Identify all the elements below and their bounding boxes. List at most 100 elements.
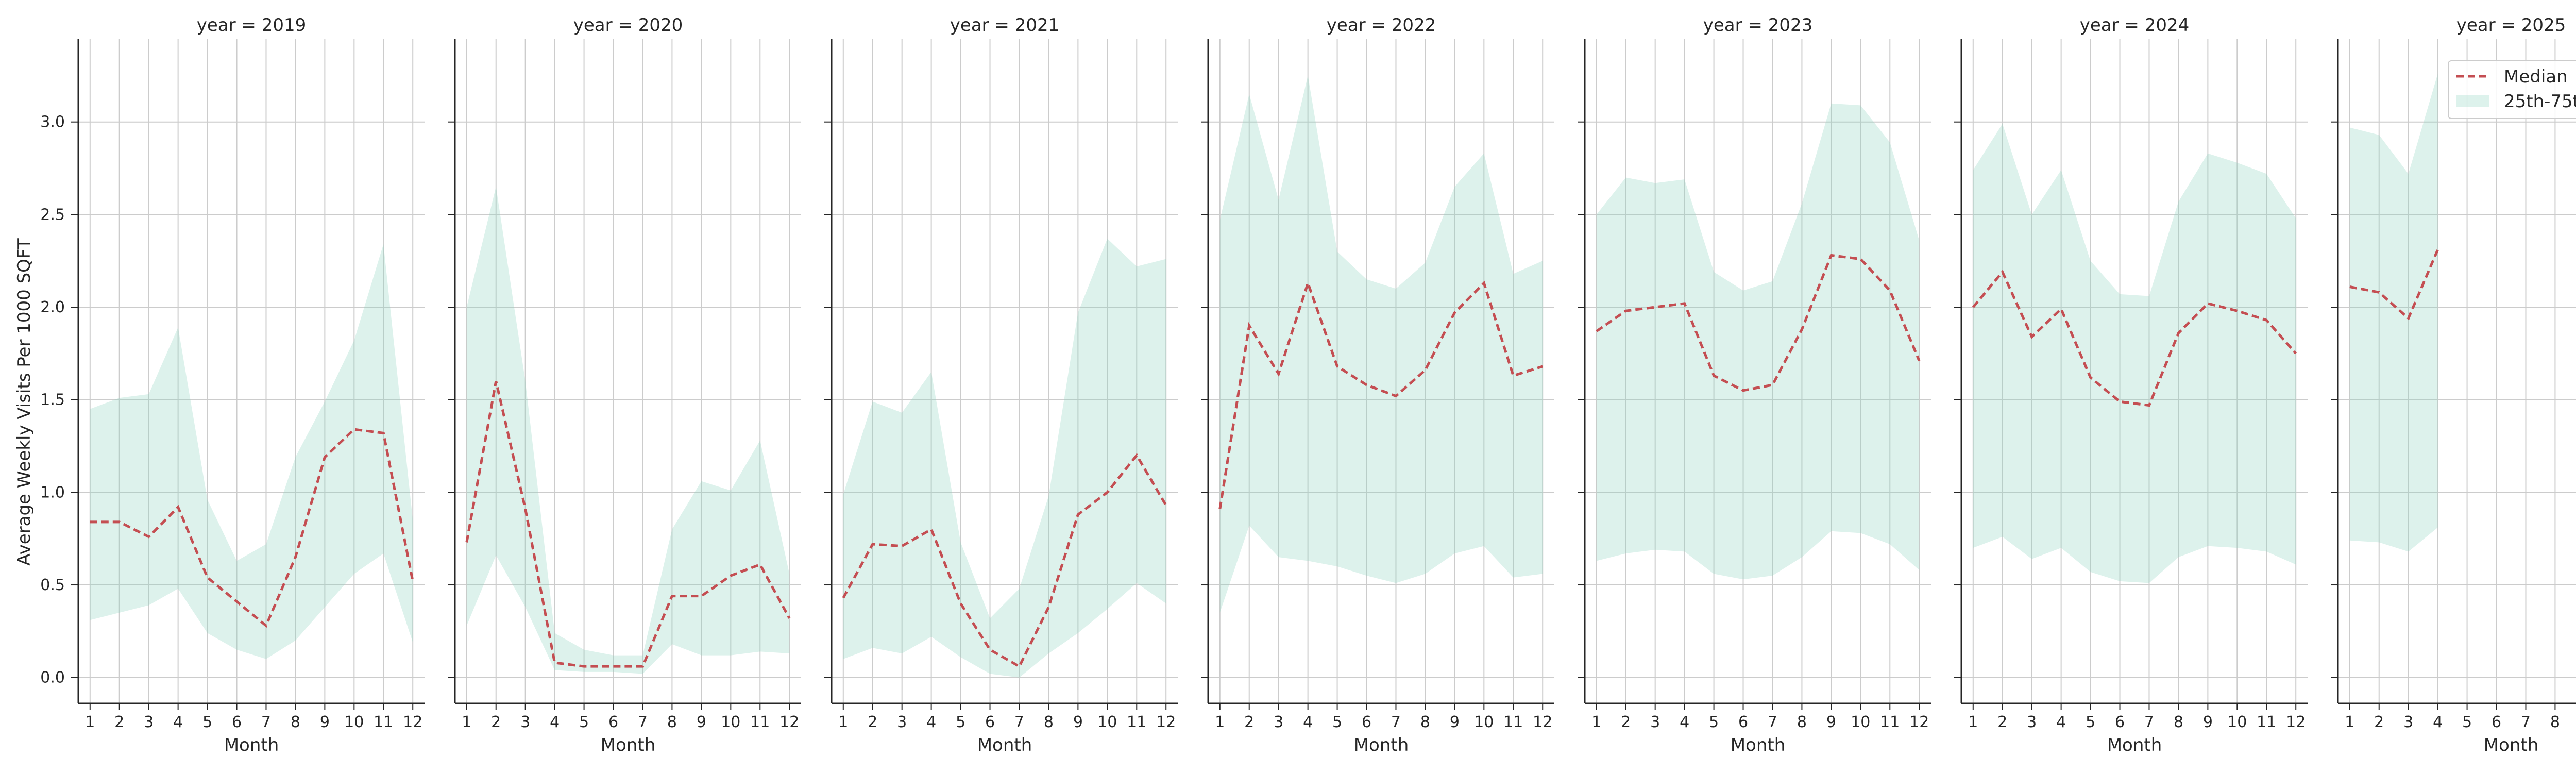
x-tick-label: 8 (291, 713, 300, 731)
x-tick-label: 3 (520, 713, 530, 731)
y-tick-label: 1.0 (40, 483, 65, 501)
x-axis-label: Month (224, 735, 279, 755)
x-tick-label: 10 (344, 713, 364, 731)
median-line (1596, 254, 1921, 392)
x-tick-label: 2 (491, 713, 501, 731)
x-tick-label: 4 (2433, 713, 2443, 731)
x-tick-label: 10 (1474, 713, 1494, 731)
median-line (842, 453, 1167, 668)
x-tick-label: 11 (2257, 713, 2276, 731)
x-tick-label: 8 (1797, 713, 1807, 731)
x-tick-label: 1 (1215, 713, 1225, 731)
x-tick-label: 5 (2086, 713, 2095, 731)
percentile-band (1596, 103, 1920, 580)
x-tick-label: 4 (1680, 713, 1689, 731)
median-line (465, 381, 791, 668)
x-tick-label: 1 (1968, 713, 1978, 731)
y-tick-label: 3.0 (40, 113, 65, 131)
x-tick-label: 9 (1450, 713, 1460, 731)
x-tick-label: 9 (320, 713, 330, 731)
x-tick-label: 2 (1997, 713, 2007, 731)
percentile-band (2349, 74, 2438, 552)
legend: Median 25th-75th Percentile (2448, 60, 2576, 119)
x-axis-label: Month (2107, 735, 2162, 755)
x-tick-label: 8 (2550, 713, 2560, 731)
median-line (1218, 279, 1543, 510)
x-tick-label: 9 (1073, 713, 1083, 731)
x-tick-label: 1 (462, 713, 471, 731)
x-tick-label: 7 (1014, 713, 1024, 731)
x-tick-label: 8 (1420, 713, 1430, 731)
x-tick-label: 11 (750, 713, 770, 731)
x-tick-label: 12 (1533, 713, 1552, 731)
x-tick-label: 7 (2521, 713, 2531, 731)
x-tick-label: 2 (2374, 713, 2384, 731)
x-tick-label: 10 (721, 713, 740, 731)
x-tick-label: 12 (779, 713, 799, 731)
x-tick-label: 1 (838, 713, 848, 731)
x-axis-label: Month (977, 735, 1032, 755)
median-line (90, 428, 414, 628)
facet-title: year = 2025 (2456, 15, 2566, 36)
x-tick-label: 3 (2403, 713, 2413, 731)
x-tick-label: 11 (1503, 713, 1523, 731)
facet-title: year = 2021 (950, 15, 1059, 36)
x-tick-label: 7 (261, 713, 271, 731)
x-tick-label: 4 (1303, 713, 1313, 731)
x-tick-label: 10 (2227, 713, 2247, 731)
x-tick-label: 5 (2462, 713, 2472, 731)
x-tick-label: 7 (1768, 713, 1777, 731)
y-tick-label: 1.5 (40, 391, 65, 409)
facet-title: year = 2020 (573, 15, 683, 36)
x-tick-label: 4 (550, 713, 560, 731)
x-tick-label: 6 (1738, 713, 1748, 731)
x-tick-label: 2 (868, 713, 877, 731)
x-tick-label: 12 (2286, 713, 2306, 731)
legend-band-swatch (2456, 95, 2489, 107)
x-tick-label: 9 (697, 713, 706, 731)
x-tick-label: 7 (2144, 713, 2154, 731)
x-axis-label: Month (1731, 735, 1786, 755)
y-tick-label: 0.5 (40, 576, 65, 594)
x-tick-label: 11 (1127, 713, 1146, 731)
x-tick-label: 1 (2345, 713, 2354, 731)
x-tick-label: 9 (1826, 713, 1836, 731)
facet-title: year = 2023 (1703, 15, 1812, 36)
x-tick-label: 12 (1156, 713, 1176, 731)
x-tick-label: 12 (1909, 713, 1929, 731)
x-tick-label: 3 (144, 713, 154, 731)
facet-title: year = 2019 (197, 15, 306, 36)
x-tick-label: 4 (926, 713, 936, 731)
y-tick-label: 2.5 (40, 206, 65, 224)
x-tick-label: 4 (173, 713, 183, 731)
median-line (1972, 270, 2297, 407)
x-tick-label: 11 (1880, 713, 1900, 731)
x-tick-label: 6 (985, 713, 995, 731)
percentile-band (466, 187, 790, 674)
x-tick-label: 7 (638, 713, 648, 731)
x-tick-label: 3 (1650, 713, 1660, 731)
x-tick-label: 2 (114, 713, 124, 731)
legend-band-label: 25th-75th Percentile (2504, 91, 2576, 112)
x-tick-label: 11 (374, 713, 393, 731)
x-tick-label: 6 (232, 713, 242, 731)
facet-title: year = 2022 (1327, 15, 1436, 36)
legend-median-label: Median (2504, 66, 2568, 87)
x-tick-label: 7 (1391, 713, 1401, 731)
y-tick-label: 2.0 (40, 298, 65, 316)
percentile-band (1219, 75, 1543, 613)
percentile-band (90, 244, 413, 659)
x-tick-label: 5 (202, 713, 212, 731)
facet-panel: year = 2025123456789101112Month (2331, 15, 2576, 755)
x-tick-label: 5 (579, 713, 589, 731)
y-axis-label: Average Weekly Visits Per 1000 SQFT (14, 238, 35, 566)
x-tick-label: 8 (2174, 713, 2183, 731)
x-tick-label: 5 (1332, 713, 1342, 731)
percentile-band (1973, 124, 2296, 583)
